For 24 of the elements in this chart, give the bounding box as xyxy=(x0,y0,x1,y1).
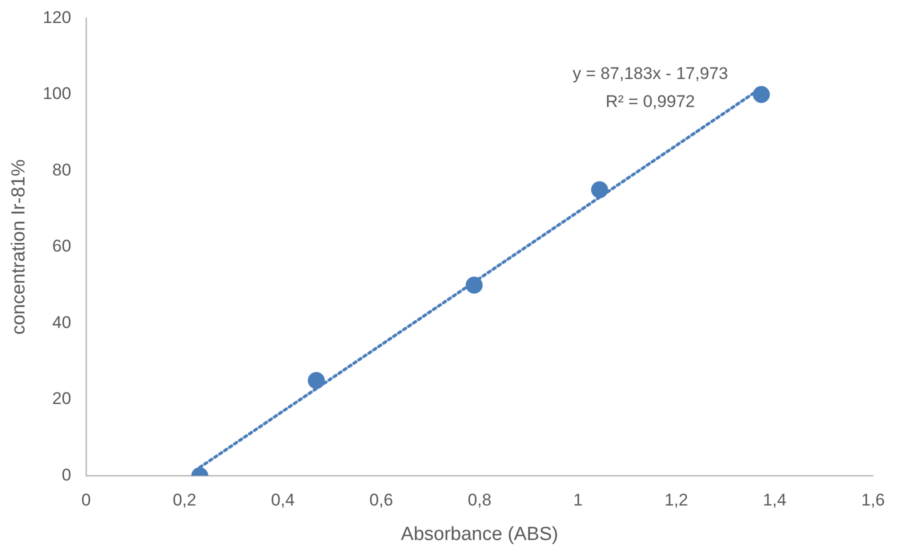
x-tick-label: 1 xyxy=(573,490,583,510)
x-tick-label: 1,2 xyxy=(664,490,688,510)
y-tick-label: 120 xyxy=(42,8,72,27)
x-tick-label: 0,6 xyxy=(369,490,394,510)
y-tick-label: 40 xyxy=(52,312,72,332)
y-tick-label: 0 xyxy=(62,465,72,484)
x-axis-title: Absorbance (ABS) xyxy=(400,524,558,545)
y-axis-title: concentration Ir-81% xyxy=(8,159,30,335)
x-tick-label: 0 xyxy=(81,490,91,510)
point xyxy=(752,86,770,103)
y-tick-label: 80 xyxy=(52,160,72,180)
point xyxy=(308,372,325,389)
x-tick-label: 1,4 xyxy=(762,490,786,510)
y-tick-label: 20 xyxy=(52,389,72,408)
x-tick-label: 0,2 xyxy=(172,490,196,510)
annotation: y = 87,183x - 17,973 xyxy=(572,64,728,83)
x-tick-label: 1,6 xyxy=(861,490,885,510)
y-tick-label: 60 xyxy=(52,236,72,256)
x-tick-label: 0,4 xyxy=(271,490,295,510)
y-tick-label: 100 xyxy=(42,84,72,104)
x-tick-label: 0,8 xyxy=(468,490,492,510)
annotation: R² = 0,9972 xyxy=(606,92,695,111)
point xyxy=(591,181,608,198)
point xyxy=(466,276,483,294)
